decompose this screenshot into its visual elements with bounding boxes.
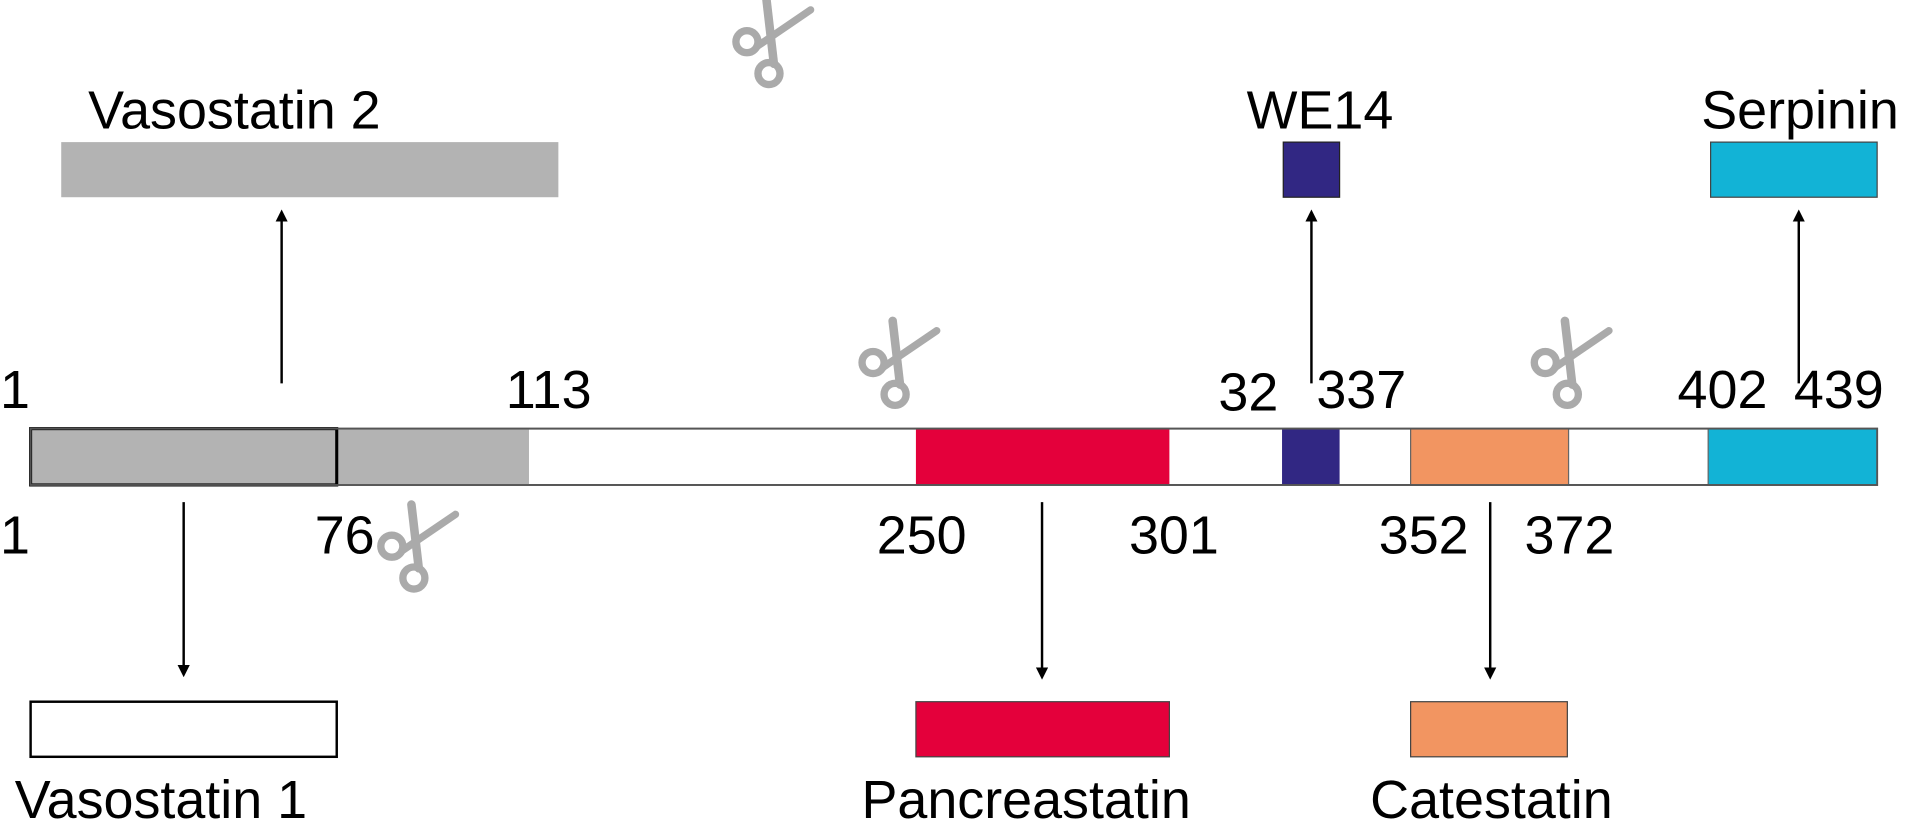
serpinin-box	[1710, 141, 1878, 198]
peptide-label: Pancreastatin	[861, 770, 1190, 823]
position-label: 1	[0, 506, 30, 566]
scissors-icon	[736, 0, 811, 84]
position-label: 439	[1794, 360, 1884, 420]
precursor-bar	[29, 427, 1879, 487]
peptide-label: Vasostatin 1	[15, 770, 307, 823]
position-label: 372	[1524, 506, 1614, 566]
peptide-label: Vasostatin 2	[88, 81, 380, 141]
pancreastatin-box	[915, 701, 1170, 758]
vasostatin2-box	[61, 142, 559, 198]
position-label: 113	[506, 360, 592, 420]
vasostatin1-box	[29, 700, 338, 759]
peptide-label: Serpinin	[1701, 81, 1899, 141]
position-label: 1	[0, 360, 30, 420]
peptide-label: Catestatin	[1370, 770, 1613, 823]
position-label: 76	[315, 506, 375, 566]
we14-box	[1282, 141, 1341, 198]
position-label: 250	[877, 506, 967, 566]
position-label: 352	[1379, 506, 1469, 566]
position-label: 32	[1218, 362, 1278, 422]
position-label: 301	[1129, 506, 1219, 566]
catestatin-box	[1410, 701, 1568, 758]
position-label: 337	[1316, 360, 1406, 420]
scissors-icon	[1534, 321, 1609, 405]
position-label: 402	[1678, 360, 1768, 420]
scissors-icon	[381, 505, 456, 589]
arrows	[177, 209, 1805, 680]
scissors-icon	[862, 321, 937, 405]
peptide-label: WE14	[1247, 81, 1394, 141]
